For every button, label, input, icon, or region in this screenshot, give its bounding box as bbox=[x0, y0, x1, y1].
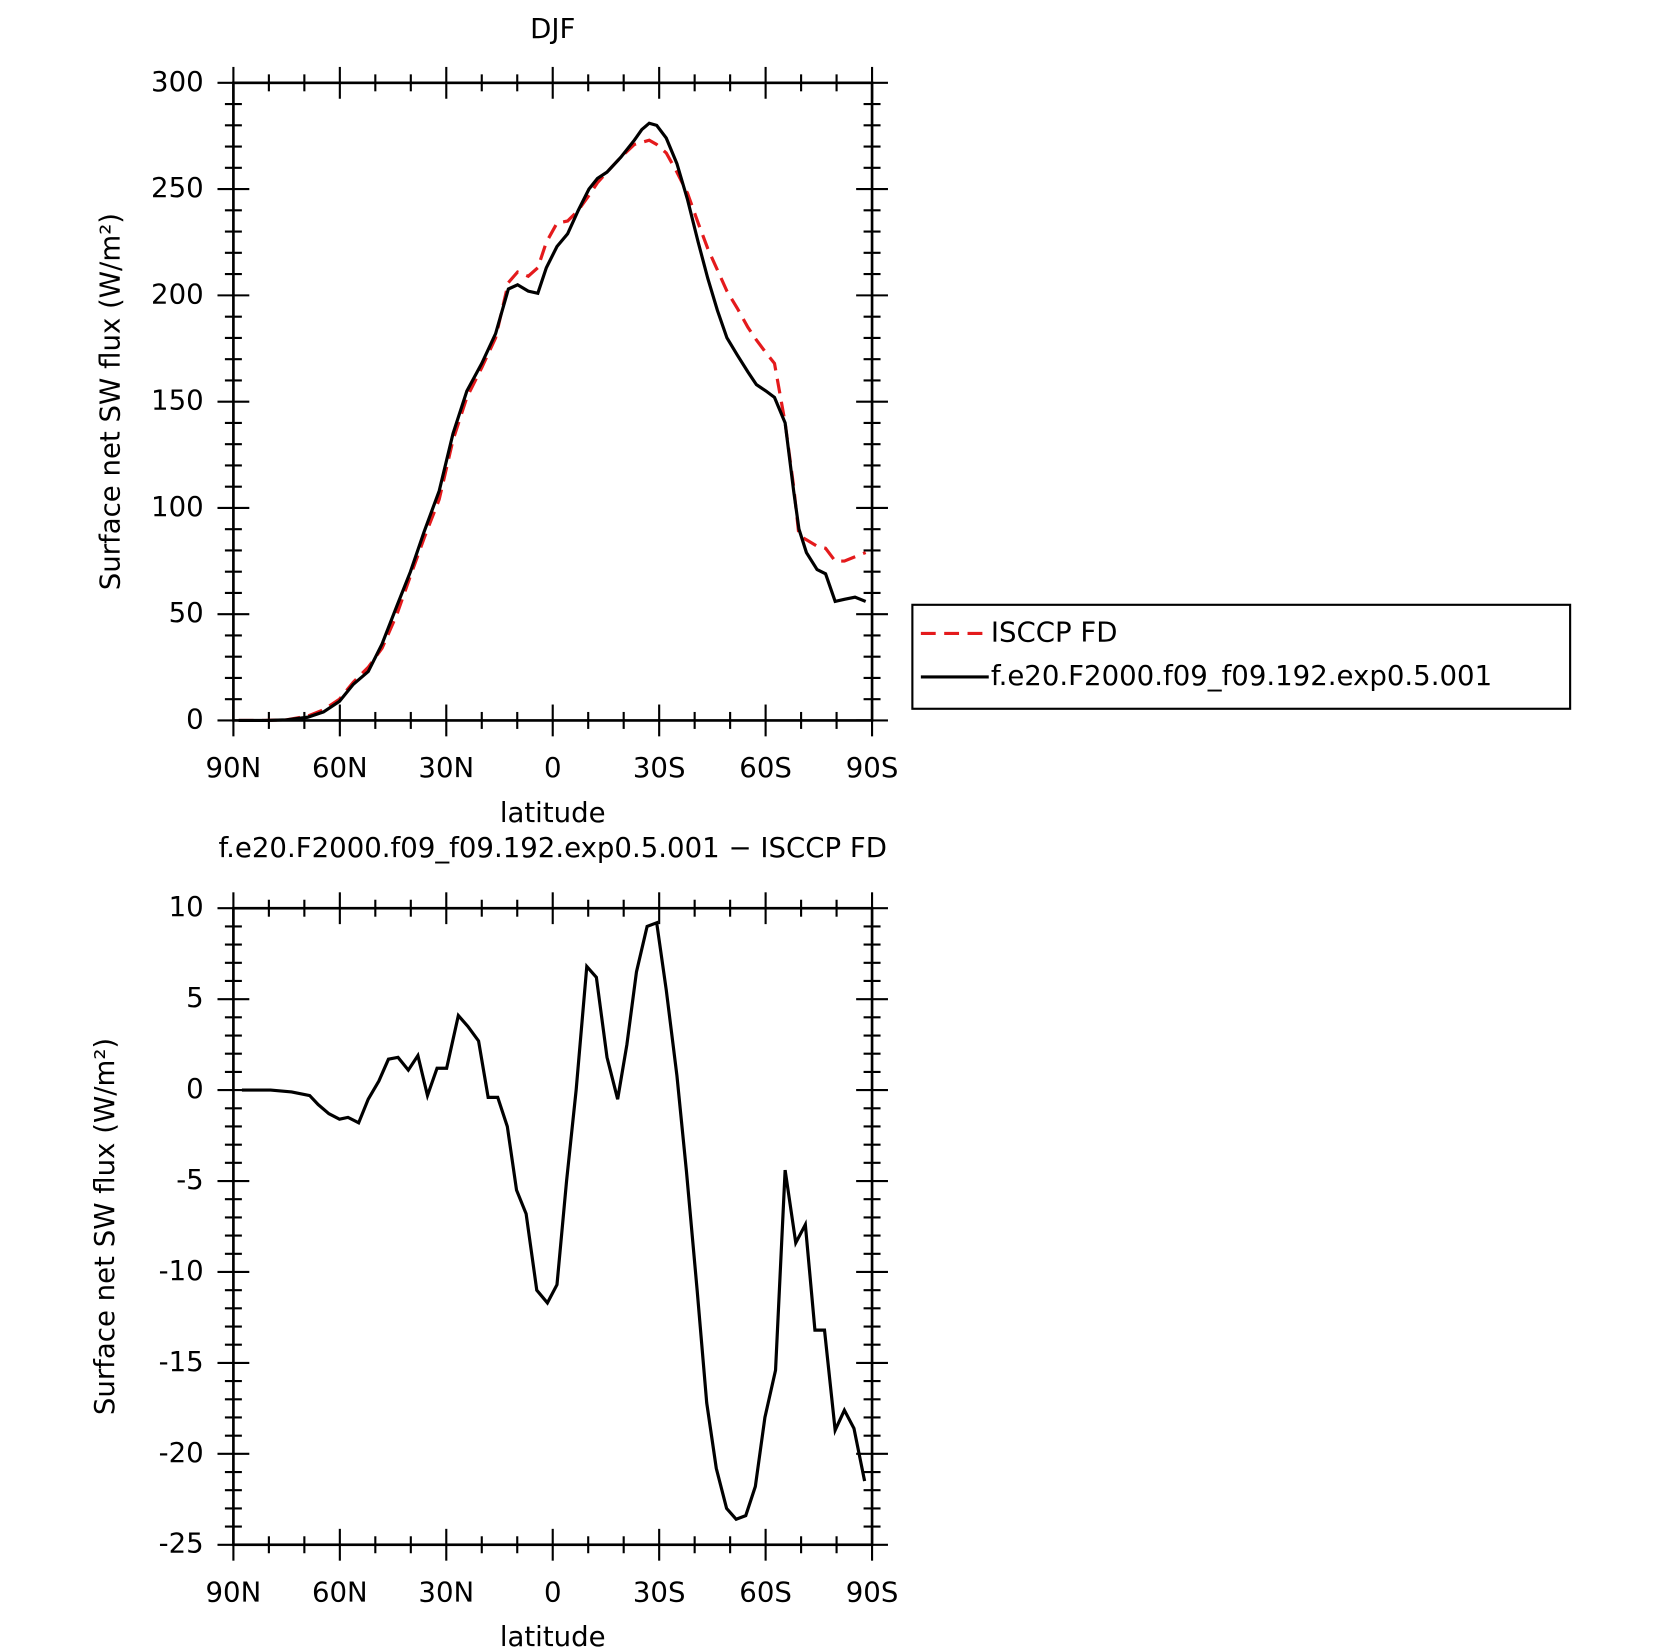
data-line bbox=[241, 920, 867, 1522]
plot-frame bbox=[232, 906, 874, 1547]
x-tick-label: 90N bbox=[206, 751, 262, 784]
y-tick-label: 10 bbox=[169, 890, 204, 923]
x-tick-label: 30S bbox=[633, 751, 686, 784]
x-tick-label: 0 bbox=[544, 751, 562, 784]
y-tick-label: 300 bbox=[151, 65, 204, 98]
x-tick-label: 60S bbox=[739, 1576, 792, 1609]
x-tick-label: 90N bbox=[206, 1576, 262, 1609]
plot-frame bbox=[232, 81, 874, 722]
legend-label: f.e20.F2000.f09_f09.192.exp0.5.001 bbox=[991, 659, 1492, 692]
x-tick-label: 60N bbox=[312, 751, 368, 784]
x-tick-label: 90S bbox=[846, 751, 899, 784]
x-tick-label: 30N bbox=[418, 751, 474, 784]
legend-box bbox=[911, 603, 1572, 710]
chart-title: f.e20.F2000.f09_f09.192.exp0.5.001 − ISC… bbox=[218, 831, 887, 864]
y-tick-label: 50 bbox=[169, 596, 204, 629]
x-tick-label: 30S bbox=[633, 1576, 686, 1609]
x-tick-label: 90S bbox=[846, 1576, 899, 1609]
y-tick-label: 250 bbox=[151, 171, 204, 204]
y-tick-label: -5 bbox=[176, 1163, 204, 1196]
y-tick-label: 0 bbox=[186, 702, 204, 735]
y-tick-label: 100 bbox=[151, 490, 204, 523]
x-axis-label: latitude bbox=[500, 796, 606, 829]
legend-label: ISCCP FD bbox=[991, 615, 1118, 648]
y-tick-label: -10 bbox=[159, 1254, 204, 1287]
y-axis-label: Surface net SW flux (W/m²) bbox=[88, 1038, 121, 1415]
x-tick-label: 0 bbox=[544, 1576, 562, 1609]
x-tick-label: 60S bbox=[739, 751, 792, 784]
x-axis-label: latitude bbox=[500, 1620, 606, 1652]
chart-title: DJF bbox=[530, 12, 575, 45]
y-tick-label: 200 bbox=[151, 277, 204, 310]
y-tick-label: 150 bbox=[151, 384, 204, 417]
y-tick-label: 0 bbox=[186, 1072, 204, 1105]
y-tick-label: -15 bbox=[159, 1345, 204, 1378]
data-line bbox=[238, 121, 867, 723]
x-tick-label: 60N bbox=[312, 1576, 368, 1609]
y-tick-label: 5 bbox=[186, 981, 204, 1014]
x-tick-label: 30N bbox=[418, 1576, 474, 1609]
y-axis-label: Surface net SW flux (W/m²) bbox=[93, 213, 126, 590]
data-line bbox=[238, 138, 867, 723]
y-tick-label: -20 bbox=[159, 1436, 204, 1469]
y-tick-label: -25 bbox=[159, 1527, 204, 1560]
